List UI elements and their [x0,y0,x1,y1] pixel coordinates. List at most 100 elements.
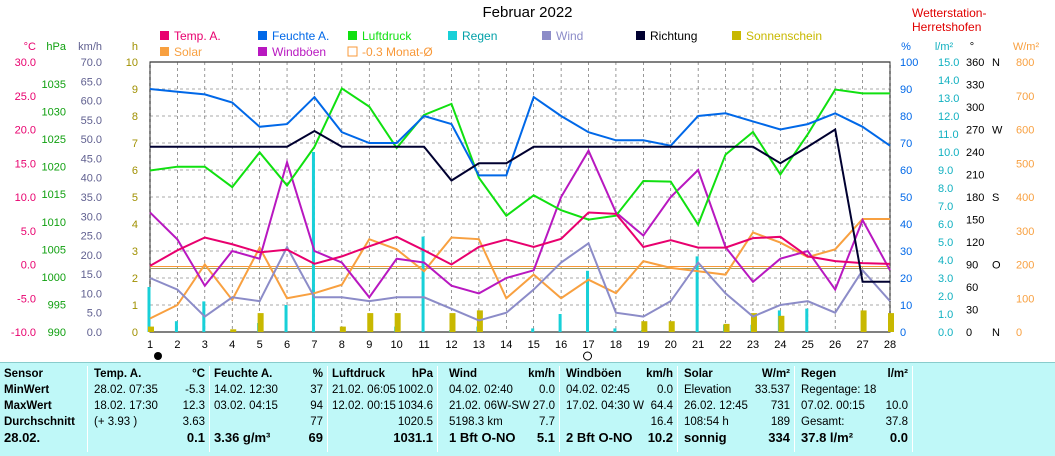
legend-label-wind: Wind [556,29,583,43]
stats-boeen-r2-row: 16.4 [566,414,673,430]
stats-regen-current-label: 37.8 l/m² [801,430,854,445]
x-tick-label: 3 [202,339,208,351]
left-axis-tick: 60.0 [81,96,102,108]
left-axis-tick: 35.0 [81,192,102,204]
stats-feuchte-header-label: Feuchte A. [214,368,273,380]
stats-temp-r1-row: 18.02. 17:30 12.3 [94,398,205,414]
stats-boeen-r0-label: 04.02. 02:45 [566,384,630,396]
stats-temp-r2-label: (+ 3.93 ) [94,416,138,428]
stats-wind-r1-value: 27.0 [532,400,555,412]
right-axis-tick: 210 [966,170,984,182]
stats-col-luftdruck: Luftdruck hPa 21.02. 06:05 1002.0 12.02. 00:… [328,366,438,452]
stats-solar-r0-label: Elevation [684,384,732,396]
right-axis-tick: 4.0 [938,255,953,267]
stats-solar-r2-value: 189 [770,416,790,428]
stats-temp-r1-value: 12.3 [182,400,205,412]
left-axis-tick: 1025 [42,134,66,146]
left-axis-tick: 1 [132,300,138,312]
stats-luftdruck-r2-value: 1020.5 [397,416,433,428]
temp-line [149,211,891,267]
chart-title: Februar 2022 [482,4,573,21]
right-axis-unit: % [901,41,911,53]
x-tick-label: 9 [366,339,372,351]
x-tick-label: 28 [884,339,896,351]
x-tick-label: 26 [829,339,841,351]
x-tick-label: 1 [147,339,153,351]
right-axis-tick: 150 [966,215,984,227]
left-axis-tick: 5.0 [21,226,36,238]
left-axis-tick: -5.0 [17,293,36,305]
stats-wind-current-label: 1 Bft O-NO [449,430,516,445]
left-axis-tick: 8 [132,111,138,123]
stats-boeen-r1-value: 64.4 [650,400,673,412]
regen-bar [613,328,617,332]
left-axis-tick: 1005 [42,244,66,256]
stats-feuchte-r0-value: 37 [310,384,323,396]
stats-boeen-r0-value: 0.0 [657,384,673,396]
stats-col-boeen: Windböen km/h 04.02. 02:45 0.0 17.02. 04:30 … [562,366,678,452]
stats-solar-current-row: sonnig 334 [684,430,790,446]
left-axis-tick: 4 [132,219,138,231]
sonnenschein-bar [230,329,237,332]
regen-bar [311,152,315,332]
stats-boeen-header-value: km/h [646,368,673,380]
left-axis-tick: 5 [132,192,138,204]
stats-feuchte-r2-row: 77 [214,414,323,430]
left-axis-tick: 40.0 [81,173,102,185]
stats-regen-r0-row: Regentage: 18 [801,382,908,398]
richtung-line [150,127,890,283]
sonnenschein-bar [888,313,894,332]
regen-bar [586,270,590,332]
stats-wind-current-row: 1 Bft O-NO 5.1 [449,430,555,446]
sonnenschein-bar [668,321,675,332]
left-axis-tick: 20.0 [81,250,102,262]
legend-label-windboeen: Windböen [272,45,326,59]
right-axis-tick: 7.0 [938,201,953,213]
left-axis-unit: hPa [46,41,66,53]
stats-luftdruck-current-value: 1031.1 [393,430,433,445]
stats-solar-r0-value: 33.537 [754,384,790,396]
right-axis-tick: 20 [900,273,912,285]
left-axis-tick: 10 [126,57,138,69]
stats-luftdruck-header-label: Luftdruck [332,368,386,380]
stats-luftdruck-header-value: hPa [411,368,433,380]
stats-feuchte-current-row: 3.36 g/m³ 69 [214,430,323,446]
stats-col-solar: Solar W/m² Elevation 33.537 26.02. 12:45 731 1… [680,366,795,452]
legend-label-solar: Solar [174,45,202,59]
stats-boeen-r0-row: 04.02. 02:45 0.0 [566,382,673,398]
stats-temp-header-row: Temp. A. °C [94,366,205,382]
stats-solar-header-label: Solar [684,368,713,380]
sonnenschein-bar [641,321,648,332]
left-axis-tick: 0 [132,327,138,339]
sonnenschein-bar [339,326,346,332]
stats-sensor-header: Sensor [4,368,43,380]
x-tick-label: 5 [257,339,263,351]
right-axis-tick: 13.0 [938,93,959,105]
right-axis-tick: 5.0 [938,237,953,249]
right-axis-unit: W/m² [1013,41,1040,53]
right-axis-tick: 90 [966,260,978,272]
left-axis-tick: 1010 [42,217,66,229]
right-axis-tick: 120 [966,237,984,249]
right-axis-tick: 40 [900,219,912,231]
right-axis-tick: 800 [1016,57,1034,69]
right-axis-tick: 2.0 [938,291,953,303]
regen-bar [421,236,425,332]
stats-wind-header-row: Wind km/h [449,366,555,382]
left-axis-tick: 15.0 [15,158,36,170]
right-axis-tick: 14.0 [938,75,959,87]
right-axis-tick: 0 [900,327,906,339]
right-axis-tick: 60 [966,282,978,294]
left-axis-tick: 1035 [42,79,66,91]
stats-solar-r1-row: 26.02. 12:45 731 [684,398,790,414]
right-axis-tick: N [992,327,1000,339]
stats-panel: Sensor MinWert MaxWert Durchschnitt 28.0… [0,362,1055,456]
stats-luftdruck-r0-label: 21.02. 06:05 [332,384,396,396]
stats-temp-r2-value: 3.63 [182,416,205,428]
regen-bar [147,287,151,332]
right-axis-tick: 200 [1016,260,1034,272]
stats-temp-current-row: 0.1 [94,430,205,446]
left-axis-tick: 10.0 [15,192,36,204]
stats-temp-header-value: °C [192,368,205,380]
stats-regen-r0-label: Regentage: 18 [801,384,877,396]
